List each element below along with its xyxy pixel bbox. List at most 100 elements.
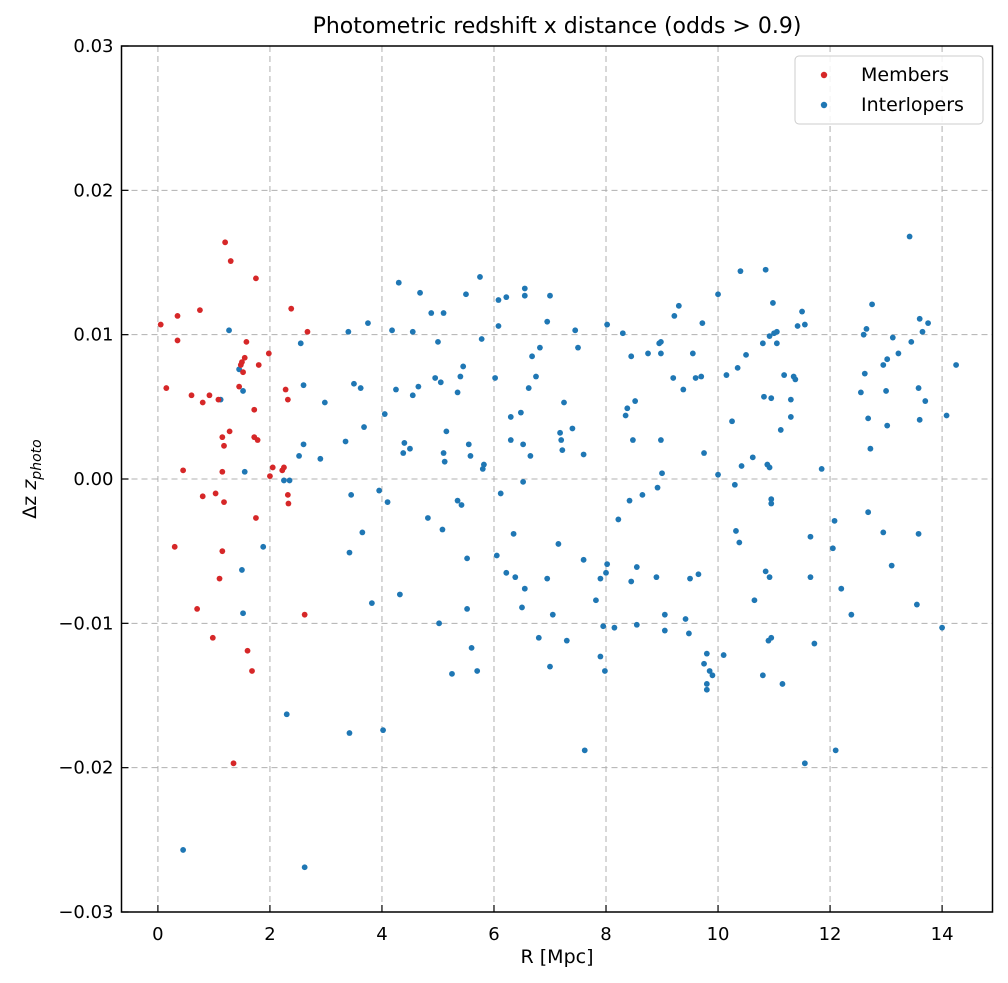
x-tick-label: 12 (819, 924, 842, 945)
point-members (240, 369, 246, 376)
point-interlopers (525, 385, 532, 391)
point-interlopers (393, 386, 399, 393)
point-interlopers (762, 266, 769, 273)
point-interlopers (615, 516, 622, 523)
point-members (221, 499, 227, 505)
point-interlopers (520, 441, 527, 448)
point-interlopers (939, 624, 945, 631)
x-tick-label: 2 (264, 924, 275, 945)
point-interlopers (521, 285, 528, 292)
point-interlopers (432, 375, 439, 381)
point-interlopers (715, 471, 721, 478)
point-interlopers (346, 730, 353, 736)
point-interlopers (439, 526, 446, 533)
point-interlopers (611, 624, 618, 631)
point-interlopers (761, 393, 767, 400)
point-interlopers (687, 575, 693, 582)
point-interlopers (792, 376, 799, 383)
point-members (253, 515, 259, 521)
point-interlopers (689, 350, 696, 357)
point-interlopers (654, 484, 661, 491)
point-interlopers (787, 414, 794, 420)
point-interlopers (908, 338, 915, 345)
point-interlopers (670, 375, 677, 381)
point-interlopers (768, 496, 775, 503)
point-interlopers (301, 864, 308, 871)
point-interlopers (779, 681, 786, 687)
point-interlopers (555, 541, 562, 547)
point-interlopers (632, 398, 639, 404)
point-interlopers (401, 440, 408, 446)
point-interlopers (832, 747, 839, 754)
x-tick-label: 14 (931, 924, 954, 945)
point-interlopers (351, 380, 357, 387)
point-interlopers (628, 353, 635, 360)
point-interlopers (733, 528, 739, 534)
point-interlopers (801, 760, 808, 767)
point-members (236, 383, 243, 390)
point-members (226, 428, 233, 435)
point-members (157, 321, 164, 328)
point-interlopers (415, 383, 422, 390)
point-members (216, 575, 223, 582)
y-tick-label: 0.01 (73, 325, 113, 346)
point-interlopers (296, 453, 302, 459)
point-members (254, 437, 261, 443)
point-interlopers (884, 422, 891, 429)
point-interlopers (317, 455, 324, 462)
point-interlopers (281, 477, 287, 484)
point-members (269, 464, 276, 471)
point-members (241, 354, 248, 361)
point-interlopers (443, 428, 450, 435)
point-members (253, 275, 259, 282)
point-interlopers (321, 399, 328, 406)
point-interlopers (737, 268, 744, 275)
point-interlopers (300, 382, 307, 389)
point-interlopers (943, 412, 950, 419)
point-interlopers (682, 616, 689, 622)
point-interlopers (861, 370, 868, 377)
point-members (243, 338, 250, 345)
point-interlopers (922, 398, 929, 404)
point-interlopers (468, 644, 475, 651)
point-interlopers (348, 491, 355, 498)
point-interlopers (706, 668, 713, 674)
x-tick-label: 6 (488, 924, 499, 945)
point-members (282, 386, 289, 393)
point-members (171, 543, 178, 550)
point-interlopers (380, 727, 386, 734)
point-interlopers (807, 574, 814, 581)
point-members (251, 406, 258, 413)
legend-box (794, 55, 984, 125)
point-interlopers (357, 385, 364, 391)
point-interlopers (671, 313, 678, 319)
point-interlopers (777, 427, 784, 433)
chart-title: Photometric redshift x distance (odds > … (313, 14, 802, 39)
x-tick-label: 8 (600, 924, 611, 945)
point-interlopers (919, 328, 926, 335)
point-interlopers (417, 289, 423, 296)
point-interlopers (465, 441, 472, 448)
point-interlopers (831, 517, 838, 524)
y-tick-label: 0.03 (73, 36, 113, 57)
point-interlopers (464, 606, 470, 612)
point-interlopers (458, 502, 465, 508)
point-interlopers (600, 623, 607, 630)
point-members (265, 350, 272, 357)
point-members (221, 442, 227, 449)
point-interlopers (773, 328, 780, 335)
point-interlopers (361, 424, 367, 430)
point-members (281, 464, 287, 471)
point-interlopers (915, 530, 922, 537)
point-interlopers (520, 478, 527, 485)
point-interlopers (865, 415, 872, 422)
point-interlopers (624, 405, 631, 412)
point-interlopers (454, 389, 461, 396)
point-members (194, 606, 201, 612)
point-interlopers (759, 340, 766, 347)
point-interlopers (409, 328, 416, 335)
point-interlopers (857, 389, 864, 396)
point-members (285, 500, 292, 507)
y-tick-label: 0.00 (73, 469, 113, 490)
point-members (284, 491, 291, 498)
